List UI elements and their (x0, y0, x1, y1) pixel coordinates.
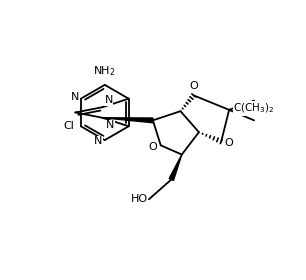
Text: O: O (148, 142, 157, 152)
Polygon shape (103, 118, 153, 123)
Text: N: N (94, 136, 103, 146)
Text: N: N (70, 92, 79, 102)
Text: N: N (106, 120, 114, 130)
Text: Cl: Cl (63, 121, 74, 131)
Text: O: O (189, 81, 198, 91)
Text: N: N (105, 95, 113, 105)
Text: O: O (224, 138, 233, 148)
Text: C(CH$_3$)$_2$: C(CH$_3$)$_2$ (233, 102, 274, 115)
Text: NH$_2$: NH$_2$ (94, 64, 116, 78)
Polygon shape (169, 155, 182, 180)
Text: HO: HO (130, 194, 147, 204)
